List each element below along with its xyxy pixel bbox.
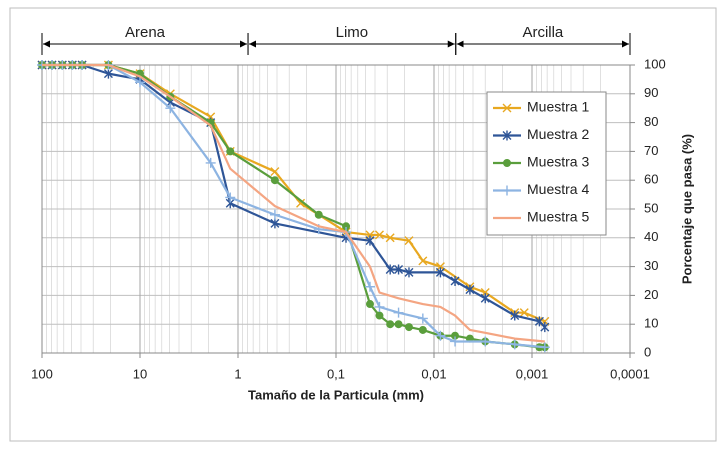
legend-label: Muestra 5	[527, 209, 589, 225]
point-marker	[404, 267, 414, 278]
region-label-bg	[113, 24, 178, 42]
point-marker	[374, 230, 384, 240]
point-marker	[270, 176, 279, 185]
point-marker	[509, 339, 520, 350]
point-marker	[418, 256, 428, 266]
point-marker	[365, 300, 374, 309]
point-marker	[270, 167, 280, 177]
point-marker	[539, 342, 550, 353]
point-marker	[519, 308, 529, 318]
point-marker	[385, 233, 395, 243]
point-marker	[540, 322, 550, 333]
region-label-bg	[319, 24, 384, 42]
point-marker	[270, 218, 280, 229]
point-marker	[450, 276, 460, 286]
point-marker	[135, 77, 145, 88]
point-marker	[435, 267, 445, 278]
point-marker	[375, 311, 384, 320]
point-marker	[503, 158, 512, 167]
region-label-bg	[510, 24, 575, 42]
point-marker	[225, 192, 236, 203]
point-marker	[480, 293, 490, 304]
y-tick-label: 0	[644, 344, 651, 359]
legend-label: Muestra 2	[527, 126, 589, 142]
legend-label: Muestra 1	[527, 99, 589, 115]
series-line	[42, 63, 545, 343]
point-marker	[385, 264, 395, 275]
y-axis-label: Porcentaje que pasa (%)	[679, 134, 694, 284]
plot-border	[41, 64, 631, 354]
point-marker	[502, 130, 512, 141]
point-marker	[510, 310, 520, 321]
point-marker	[103, 68, 113, 79]
x-axis-label: Tamaño de la Particula (mm)	[248, 387, 424, 402]
point-marker	[393, 307, 404, 318]
point-marker	[226, 147, 235, 156]
point-marker	[314, 210, 323, 219]
point-marker	[418, 325, 427, 334]
y-tick-label: 20	[644, 287, 658, 302]
x-tick-label: 0,1	[327, 366, 345, 381]
y-tick-label: 60	[644, 172, 658, 187]
point-marker	[465, 284, 475, 295]
x-tick-label: 0,01	[421, 366, 446, 381]
point-marker	[417, 313, 428, 324]
x-tick-label: 100	[31, 366, 53, 381]
point-marker	[165, 103, 176, 114]
point-marker	[394, 264, 404, 275]
legend-label: Muestra 3	[527, 154, 589, 170]
y-tick-label: 50	[644, 200, 658, 215]
point-marker	[365, 235, 375, 246]
point-marker	[269, 209, 280, 220]
region-label: Arena	[125, 24, 166, 41]
y-tick-label: 10	[644, 316, 658, 331]
point-marker	[480, 336, 491, 347]
point-marker	[450, 336, 461, 347]
legend-label: Muestra 4	[527, 181, 589, 197]
point-marker	[374, 301, 385, 312]
point-marker	[404, 323, 413, 332]
point-marker	[404, 236, 414, 246]
point-marker	[364, 281, 375, 292]
y-tick-label: 70	[644, 143, 658, 158]
y-tick-label: 90	[644, 85, 658, 100]
point-marker	[386, 320, 395, 329]
y-tick-label: 40	[644, 229, 658, 244]
y-tick-label: 100	[644, 56, 666, 71]
x-tick-label: 0,0001	[610, 366, 650, 381]
point-marker	[435, 330, 446, 341]
x-tick-label: 10	[133, 366, 147, 381]
point-marker	[205, 157, 216, 168]
x-tick-label: 0,001	[516, 366, 549, 381]
region-label: Limo	[336, 24, 369, 41]
region-label: Arcilla	[522, 24, 563, 41]
y-tick-label: 30	[644, 258, 658, 273]
x-tick-label: 1	[234, 366, 241, 381]
point-marker	[502, 103, 512, 113]
y-tick-label: 80	[644, 114, 658, 129]
point-marker	[394, 320, 403, 329]
point-marker	[296, 198, 306, 208]
point-marker	[502, 185, 512, 196]
